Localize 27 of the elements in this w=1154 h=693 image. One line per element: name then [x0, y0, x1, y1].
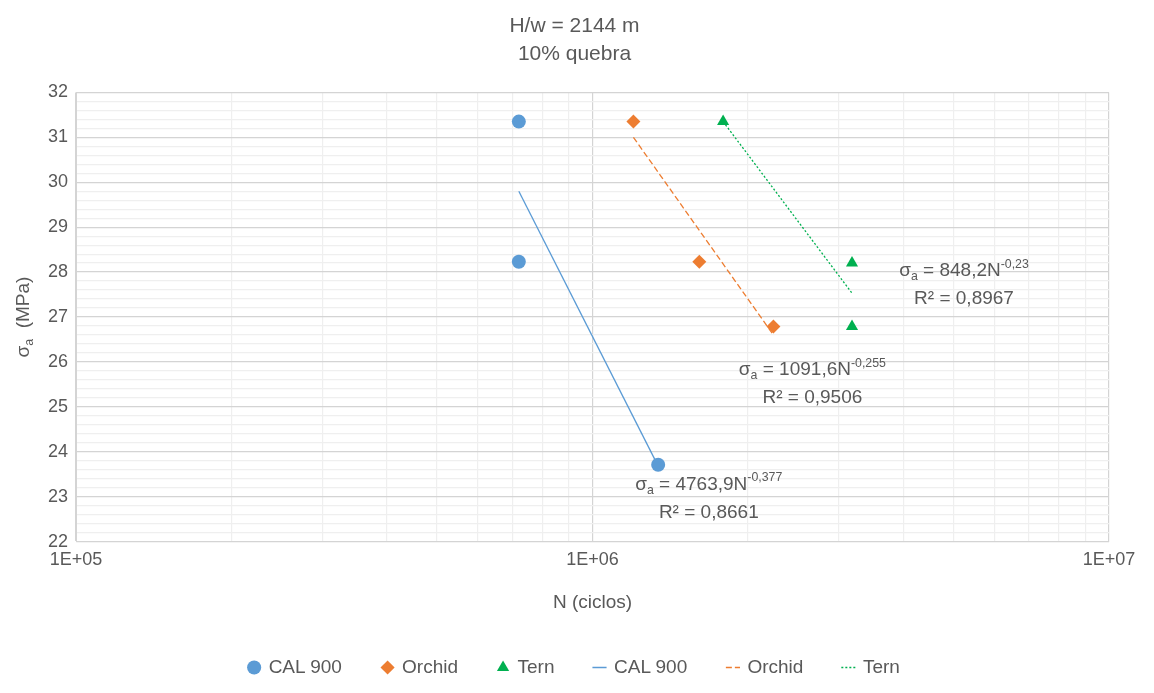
legend-label: Orchid: [402, 655, 459, 677]
y-tick-label: 25: [47, 395, 69, 416]
annotation: R² = 0,8967: [914, 287, 1014, 309]
annotation: R² = 0,8661: [658, 500, 759, 522]
y-tick-label: 29: [47, 216, 69, 237]
legend-label: Tern: [862, 655, 900, 677]
legend-label: CAL 900: [614, 655, 688, 677]
y-tick-label: 24: [47, 440, 69, 461]
legend-label: Tern: [517, 655, 555, 677]
y-tick-label: 31: [47, 126, 69, 147]
legend-label: Orchid: [747, 655, 804, 677]
x-tick-label: 1E+05: [49, 549, 103, 570]
chart-subtitle: 10% quebra: [517, 40, 632, 64]
y-tick-label: 28: [47, 261, 69, 282]
x-axis-title: N (ciclos): [552, 590, 633, 612]
y-tick-label: 32: [47, 81, 69, 102]
x-tick-label: 1E+06: [566, 549, 619, 570]
y-tick-label: 27: [47, 305, 69, 326]
legend-label: CAL 900: [268, 655, 342, 677]
annotation: R² = 0,9506: [762, 386, 863, 408]
y-tick-label: 26: [47, 350, 69, 371]
y-tick-label: 30: [47, 171, 69, 192]
y-tick-label: 23: [47, 485, 69, 506]
y-axis-title: σa (MPa): [12, 276, 37, 358]
chart-title: H/w = 2144 m: [509, 13, 640, 37]
y-tick-label: 22: [47, 530, 69, 551]
x-tick-label: 1E+07: [1082, 549, 1136, 570]
